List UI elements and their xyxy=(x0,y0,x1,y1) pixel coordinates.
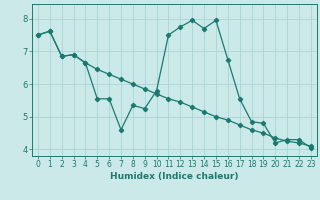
X-axis label: Humidex (Indice chaleur): Humidex (Indice chaleur) xyxy=(110,172,239,181)
